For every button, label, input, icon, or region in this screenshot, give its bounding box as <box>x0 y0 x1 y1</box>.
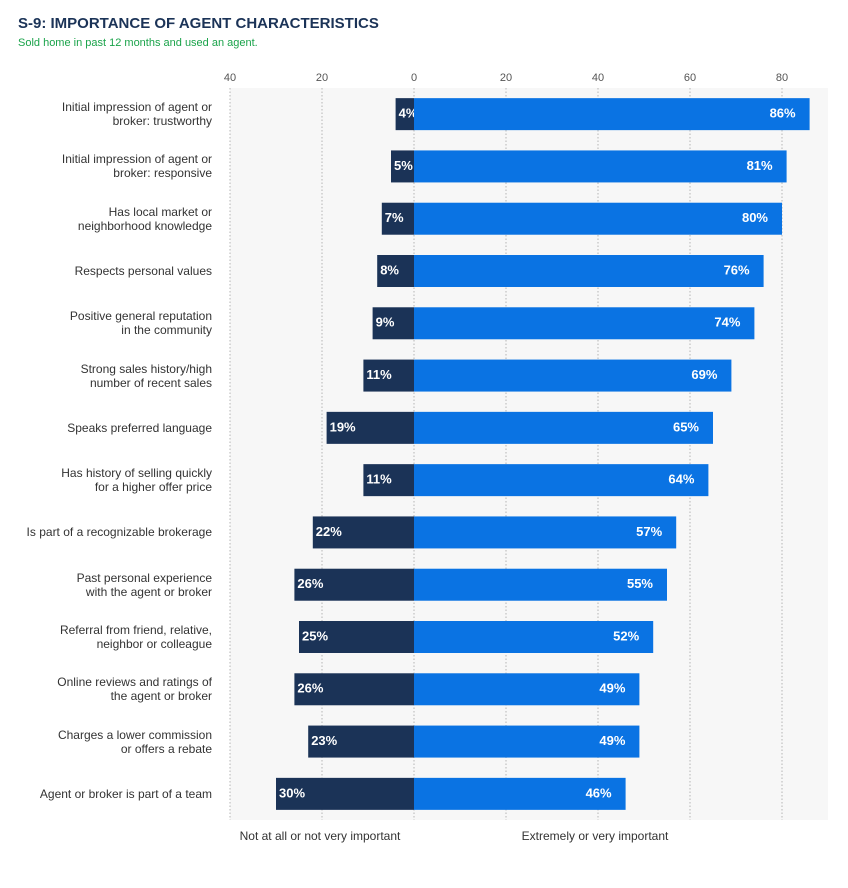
bar <box>391 150 414 183</box>
data-label: 26% <box>297 681 323 696</box>
category-label: Initial impression of agent or broker: r… <box>61 152 212 181</box>
data-label: 9% <box>376 315 395 330</box>
bar <box>363 359 414 392</box>
bar <box>372 307 414 340</box>
data-label: 22% <box>316 524 342 539</box>
x-tick-label: 40 <box>224 72 236 84</box>
bar <box>414 307 755 340</box>
data-label: 30% <box>279 785 305 800</box>
bar <box>381 202 414 235</box>
data-label: 49% <box>599 733 625 748</box>
category-label: Respects personal values <box>74 264 212 278</box>
bar <box>308 725 414 758</box>
bar <box>414 568 667 601</box>
bar <box>363 464 414 497</box>
bar <box>414 202 782 235</box>
x-tick-label: 20 <box>316 72 328 84</box>
x-tick-label: 80 <box>776 72 788 84</box>
data-label: 55% <box>627 576 653 591</box>
data-label: 49% <box>599 681 625 696</box>
legend-label: Not at all or not very important <box>240 829 401 843</box>
bar <box>414 150 787 183</box>
data-label: 46% <box>586 785 612 800</box>
chart-subtitle: Sold home in past 12 months and used an … <box>18 37 258 49</box>
bar <box>377 255 414 287</box>
category-label: Is part of a recognizable brokerage <box>26 525 212 540</box>
data-label: 11% <box>366 367 392 382</box>
bar <box>414 725 640 758</box>
bar <box>414 98 810 131</box>
data-label: 86% <box>770 106 796 121</box>
category-label: Charges a lower commission or offers a r… <box>57 727 212 756</box>
category-label: Past personal experience with the agent … <box>76 570 212 599</box>
category-label: Speaks preferred language <box>67 420 212 435</box>
bar <box>294 673 414 706</box>
plot-background <box>230 88 828 820</box>
x-tick-label: 0 <box>411 72 417 84</box>
bar <box>414 673 640 706</box>
data-label: 65% <box>673 419 699 434</box>
data-label: 26% <box>297 576 323 591</box>
data-label: 5% <box>394 158 413 173</box>
data-label: 19% <box>330 419 356 434</box>
bar <box>414 621 654 653</box>
data-label: 80% <box>742 210 768 225</box>
bar <box>294 568 414 601</box>
data-label: 57% <box>636 524 662 539</box>
bar <box>414 464 709 497</box>
bar <box>414 516 677 549</box>
data-label: 81% <box>747 158 773 173</box>
data-label: 4% <box>399 106 418 121</box>
data-label: 11% <box>366 472 392 487</box>
bar <box>276 777 414 810</box>
data-label: 64% <box>668 472 694 487</box>
bar <box>326 411 414 444</box>
chart-title: S-9: IMPORTANCE OF AGENT CHARACTERISTICS <box>18 15 379 32</box>
data-label: 74% <box>714 315 740 330</box>
bar <box>414 255 764 287</box>
data-label: 8% <box>380 262 399 277</box>
bar <box>414 777 626 810</box>
x-tick-label: 60 <box>684 72 696 84</box>
x-tick-label: 20 <box>500 72 512 84</box>
bar <box>299 621 414 653</box>
category-label: Has history of selling quickly for a hig… <box>61 466 212 495</box>
bar <box>395 98 414 131</box>
category-label: Agent or broker is part of a team <box>39 786 212 801</box>
bar <box>312 516 414 549</box>
category-label: Strong sales history/high number of rece… <box>80 361 212 390</box>
data-label: 23% <box>311 733 337 748</box>
data-label: 69% <box>691 367 717 382</box>
data-label: 7% <box>385 210 404 225</box>
category-label: Has local market or neighborhood knowled… <box>77 204 212 233</box>
category-label: Positive general reputation in the commu… <box>69 309 212 338</box>
category-label: Referral from friend, relative, neighbor… <box>59 623 212 651</box>
x-tick-label: 40 <box>592 72 604 84</box>
data-label: 25% <box>302 628 328 643</box>
category-label: Initial impression of agent or broker: t… <box>61 100 212 129</box>
data-label: 76% <box>724 262 750 277</box>
data-label: 52% <box>613 628 639 643</box>
bar <box>414 359 732 392</box>
legend-label: Extremely or very important <box>522 829 669 843</box>
bar <box>414 411 713 444</box>
category-label: Online reviews and ratings of the agent … <box>57 675 212 704</box>
